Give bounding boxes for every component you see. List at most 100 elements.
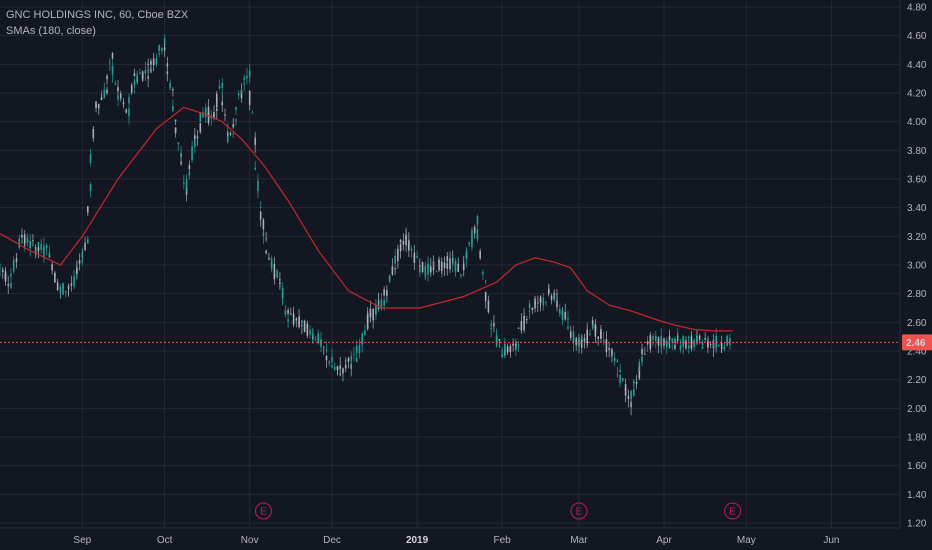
- price-candle: [534, 298, 536, 309]
- price-candle: [191, 146, 193, 161]
- price-candle: [339, 365, 342, 369]
- price-candle: [26, 237, 29, 243]
- price-candle: [87, 206, 89, 213]
- price-candle: [432, 262, 435, 264]
- price-candle: [644, 354, 646, 355]
- price-candle: [583, 338, 586, 342]
- price-candle: [221, 101, 224, 106]
- price-candle: [84, 242, 86, 250]
- price-candle: [194, 135, 196, 139]
- price-candle: [454, 261, 457, 272]
- price-candle: [188, 164, 191, 170]
- price-candle: [100, 97, 103, 100]
- price-candle: [416, 256, 418, 258]
- price-candle: [704, 338, 706, 340]
- chart-legend: GNC HOLDINGS INC, 60, Cboe BZX SMAs (180…: [6, 7, 188, 39]
- price-candle: [243, 77, 246, 80]
- x-tick-label: Nov: [241, 535, 259, 546]
- price-candle: [630, 391, 632, 400]
- price-candle: [309, 329, 311, 335]
- price-candle: [591, 325, 594, 328]
- price-candle: [726, 335, 728, 343]
- indicator-label[interactable]: SMAs (180, close): [6, 25, 96, 37]
- price-candle: [624, 384, 627, 390]
- price-candle: [517, 327, 520, 329]
- price-candle: [279, 282, 281, 284]
- price-candle: [723, 346, 726, 350]
- price-candle: [355, 358, 358, 363]
- price-candle: [523, 315, 525, 318]
- price-candle: [147, 63, 149, 66]
- price-candle: [188, 171, 191, 176]
- price-candle: [572, 331, 575, 344]
- price-candle: [399, 240, 402, 243]
- price-candle: [589, 333, 591, 335]
- price-candle: [635, 381, 638, 384]
- price-candle: [539, 300, 542, 302]
- sma-180-line: [0, 106, 733, 332]
- y-tick-label: 4.20: [907, 89, 927, 100]
- price-candle: [630, 401, 632, 408]
- price-candle: [136, 75, 138, 80]
- price-candle: [446, 256, 449, 262]
- price-candle: [616, 374, 619, 376]
- price-candle: [580, 335, 583, 340]
- price-candle: [468, 242, 471, 245]
- price-candle: [196, 136, 199, 139]
- price-candle: [139, 72, 141, 74]
- price-candle: [306, 324, 309, 336]
- price-candle: [331, 356, 333, 363]
- price-candle: [43, 254, 45, 257]
- last-price-tag: 2.46: [902, 334, 932, 351]
- price-candle: [248, 90, 251, 105]
- price-candle: [482, 271, 484, 275]
- price-candle: [473, 226, 476, 234]
- price-candle: [641, 356, 643, 363]
- price-candle: [119, 93, 122, 99]
- price-candle: [78, 259, 81, 264]
- price-candle: [451, 261, 454, 265]
- price-candle: [213, 112, 215, 118]
- price-candle: [174, 127, 177, 134]
- price-candle: [405, 236, 407, 246]
- price-candle: [605, 348, 608, 352]
- y-tick-label: 3.20: [907, 232, 927, 243]
- earnings-marker: [254, 502, 272, 520]
- price-candle: [322, 346, 325, 348]
- price-candle: [103, 89, 106, 99]
- price-candle: [177, 142, 180, 144]
- price-candle: [380, 299, 383, 309]
- price-candle: [284, 310, 287, 315]
- price-candle: [303, 320, 306, 333]
- price-candle: [128, 97, 130, 104]
- price-candle: [0, 264, 1, 266]
- price-candle: [251, 112, 254, 114]
- price-candle: [515, 344, 517, 346]
- price-candle: [166, 71, 169, 74]
- price-candle: [537, 302, 539, 304]
- price-candle: [29, 241, 31, 249]
- price-candle: [37, 247, 40, 250]
- price-candle: [23, 234, 26, 244]
- price-candle: [687, 336, 690, 338]
- price-candle: [687, 345, 690, 349]
- price-candle: [158, 45, 160, 52]
- price-candle: [254, 137, 256, 145]
- price-candle: [235, 107, 237, 110]
- x-tick-label: May: [737, 535, 756, 546]
- price-axis[interactable]: 1.20 1.40 1.60 1.80 2.00 2.20 2.40 2.60 2.80 3.00…: [907, 3, 927, 530]
- price-candle: [364, 330, 366, 336]
- price-candle: [369, 308, 372, 317]
- price-candle: [254, 167, 256, 170]
- price-candle: [429, 266, 432, 273]
- price-candle: [298, 321, 300, 328]
- price-candle: [449, 258, 451, 270]
- price-candle: [67, 286, 70, 288]
- y-tick-label: 4.60: [907, 31, 927, 42]
- time-axis[interactable]: Sep Oct Nov Dec 2019 Feb Mar Apr May Jun: [73, 535, 839, 546]
- price-candle: [410, 248, 413, 251]
- horizontal-grid: [0, 6, 900, 524]
- symbol-title[interactable]: GNC HOLDINGS INC, 60, Cboe BZX: [6, 9, 189, 21]
